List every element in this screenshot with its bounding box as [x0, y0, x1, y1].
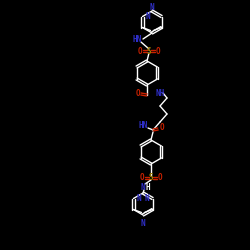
Text: H: H [146, 184, 150, 192]
Text: HN: HN [138, 122, 147, 130]
Text: O: O [140, 174, 144, 182]
Text: N: N [141, 184, 145, 192]
Text: HN: HN [132, 36, 141, 44]
Text: O: O [156, 46, 160, 56]
Text: N: N [144, 194, 149, 203]
Text: N: N [150, 3, 154, 12]
Text: S: S [149, 174, 153, 182]
Text: N: N [146, 12, 150, 21]
Text: S: S [147, 46, 151, 56]
Text: N: N [141, 218, 145, 228]
Text: N: N [137, 194, 141, 203]
Text: O: O [160, 124, 164, 132]
Text: NH: NH [156, 88, 164, 98]
Text: O: O [158, 174, 162, 182]
Text: O: O [136, 88, 140, 98]
Text: O: O [138, 46, 142, 56]
